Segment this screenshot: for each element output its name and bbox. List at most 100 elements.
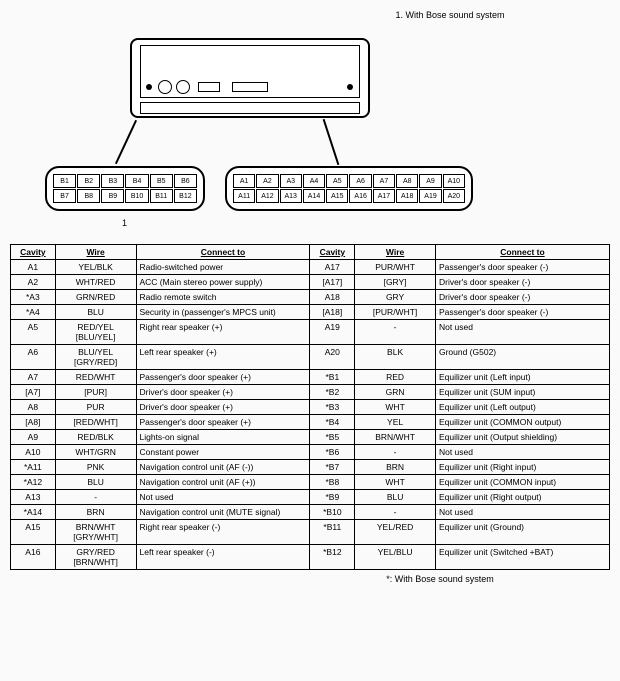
head-unit <box>130 38 370 118</box>
cell-wire: [GRY] <box>355 275 436 290</box>
pin: B8 <box>77 189 100 203</box>
cell-cav: *B2 <box>310 385 355 400</box>
pin: A7 <box>373 174 395 188</box>
cell-cav: [A18] <box>310 305 355 320</box>
cell-wire: BLU <box>355 490 436 505</box>
pin: A13 <box>280 189 302 203</box>
cell-cav: *B12 <box>310 545 355 570</box>
cell-cav: A16 <box>11 545 56 570</box>
cell-conn: Left rear speaker (+) <box>136 345 310 370</box>
cell-cav: [A17] <box>310 275 355 290</box>
table-row: *A4BLUSecurity in (passenger's MPCS unit… <box>11 305 610 320</box>
cell-conn: Not used <box>435 505 609 520</box>
cell-wire: GRN/RED <box>55 290 136 305</box>
cell-cav: A2 <box>11 275 56 290</box>
cell-wire: RED/WHT <box>55 370 136 385</box>
cell-wire: WHT/GRN <box>55 445 136 460</box>
cell-conn: Passenger's door speaker (+) <box>136 415 310 430</box>
cell-cav: *A4 <box>11 305 56 320</box>
pin: A5 <box>326 174 348 188</box>
cell-cav: *A14 <box>11 505 56 520</box>
cell-conn: Right rear speaker (+) <box>136 320 310 345</box>
cell-wire: BLU <box>55 305 136 320</box>
cell-conn: Not used <box>435 320 609 345</box>
cell-cav: A5 <box>11 320 56 345</box>
cell-conn: Lights-on signal <box>136 430 310 445</box>
cell-wire: - <box>355 320 436 345</box>
pin: A8 <box>396 174 418 188</box>
cell-wire: PUR/WHT <box>355 260 436 275</box>
cell-cav: A10 <box>11 445 56 460</box>
pin: B3 <box>101 174 124 188</box>
pin: A15 <box>326 189 348 203</box>
cell-conn: Navigation control unit (MUTE signal) <box>136 505 310 520</box>
table-row: *A11PNKNavigation control unit (AF (-))*… <box>11 460 610 475</box>
cell-conn: Security in (passenger's MPCS unit) <box>136 305 310 320</box>
cell-cav: [A8] <box>11 415 56 430</box>
pin: B2 <box>77 174 100 188</box>
cell-wire: GRN <box>355 385 436 400</box>
table-row: A15BRN/WHT [GRY/WHT]Right rear speaker (… <box>11 520 610 545</box>
wiring-table: Cavity Wire Connect to Cavity Wire Conne… <box>10 244 610 570</box>
table-row: [A7][PUR]Driver's door speaker (+)*B2GRN… <box>11 385 610 400</box>
cell-conn: ACC (Main stereo power supply) <box>136 275 310 290</box>
table-row: A5RED/YEL [BLU/YEL]Right rear speaker (+… <box>11 320 610 345</box>
cell-conn: Right rear speaker (-) <box>136 520 310 545</box>
cell-cav: A18 <box>310 290 355 305</box>
pin: A19 <box>419 189 441 203</box>
cell-conn: Navigation control unit (AF (+)) <box>136 475 310 490</box>
cell-conn: Navigation control unit (AF (-)) <box>136 460 310 475</box>
cell-conn: Left rear speaker (-) <box>136 545 310 570</box>
cell-cav: A20 <box>310 345 355 370</box>
pin: B11 <box>150 189 173 203</box>
cell-wire: GRY/RED [BRN/WHT] <box>55 545 136 570</box>
cell-cav: *B7 <box>310 460 355 475</box>
cell-wire: BLU <box>55 475 136 490</box>
pin: B10 <box>125 189 148 203</box>
cell-cav: A15 <box>11 520 56 545</box>
pin: B1 <box>53 174 76 188</box>
header-connect-left: Connect to <box>136 245 310 260</box>
footnote: *: With Bose sound system <box>10 574 610 584</box>
pin: B4 <box>125 174 148 188</box>
cell-conn: Ground (G502) <box>435 345 609 370</box>
pin: A17 <box>373 189 395 203</box>
pin: A3 <box>280 174 302 188</box>
pin: A2 <box>256 174 278 188</box>
cell-wire: RED/BLK <box>55 430 136 445</box>
cell-wire: - <box>355 445 436 460</box>
cell-wire: YEL/RED <box>355 520 436 545</box>
cell-wire: BLK <box>355 345 436 370</box>
cell-cav: A13 <box>11 490 56 505</box>
cell-conn: Equilizer unit (Right output) <box>435 490 609 505</box>
cell-conn: Radio remote switch <box>136 290 310 305</box>
table-row: [A8][RED/WHT]Passenger's door speaker (+… <box>11 415 610 430</box>
table-row: A2WHT/REDACC (Main stereo power supply)[… <box>11 275 610 290</box>
cell-wire: BRN/WHT [GRY/WHT] <box>55 520 136 545</box>
cell-cav: A7 <box>11 370 56 385</box>
table-row: *A3GRN/REDRadio remote switchA18GRYDrive… <box>11 290 610 305</box>
table-row: A16GRY/RED [BRN/WHT]Left rear speaker (-… <box>11 545 610 570</box>
cell-wire: BRN <box>355 460 436 475</box>
cell-conn: Constant power <box>136 445 310 460</box>
cell-conn: Radio-switched power <box>136 260 310 275</box>
pin: A9 <box>419 174 441 188</box>
cell-cav: A19 <box>310 320 355 345</box>
table-row: *A12BLUNavigation control unit (AF (+))*… <box>11 475 610 490</box>
cell-wire: WHT/RED <box>55 275 136 290</box>
cell-wire: [PUR] <box>55 385 136 400</box>
cell-cav: *B4 <box>310 415 355 430</box>
table-row: A13-Not used*B9BLUEquilizer unit (Right … <box>11 490 610 505</box>
cell-conn: Equilizer unit (Left input) <box>435 370 609 385</box>
header-cavity-left: Cavity <box>11 245 56 260</box>
cell-conn: Equilizer unit (Ground) <box>435 520 609 545</box>
pin: B7 <box>53 189 76 203</box>
cell-wire: RED <box>355 370 436 385</box>
cell-cav: *B1 <box>310 370 355 385</box>
cell-conn: Equilizer unit (Right input) <box>435 460 609 475</box>
header-cavity-right: Cavity <box>310 245 355 260</box>
cell-conn: Not used <box>136 490 310 505</box>
table-row: A8PURDriver's door speaker (+)*B3WHTEqui… <box>11 400 610 415</box>
connector-a: A1A2A3A4A5A6A7A8A9A10A11A12A13A14A15A16A… <box>225 166 473 211</box>
cell-wire: RED/YEL [BLU/YEL] <box>55 320 136 345</box>
